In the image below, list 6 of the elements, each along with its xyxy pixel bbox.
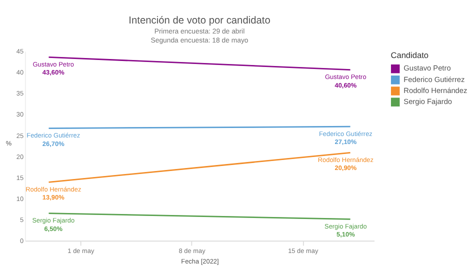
legend-label: Federico Gutiérrez: [404, 74, 466, 84]
legend-title: Candidato: [390, 50, 429, 60]
chart-title: Intención de voto por candidato: [128, 16, 271, 27]
legend-label: Rodolfo Hernández: [404, 86, 468, 95]
legend-label: Sergio Fajardo: [404, 96, 452, 106]
legend-label: Gustavo Petro: [404, 64, 451, 73]
